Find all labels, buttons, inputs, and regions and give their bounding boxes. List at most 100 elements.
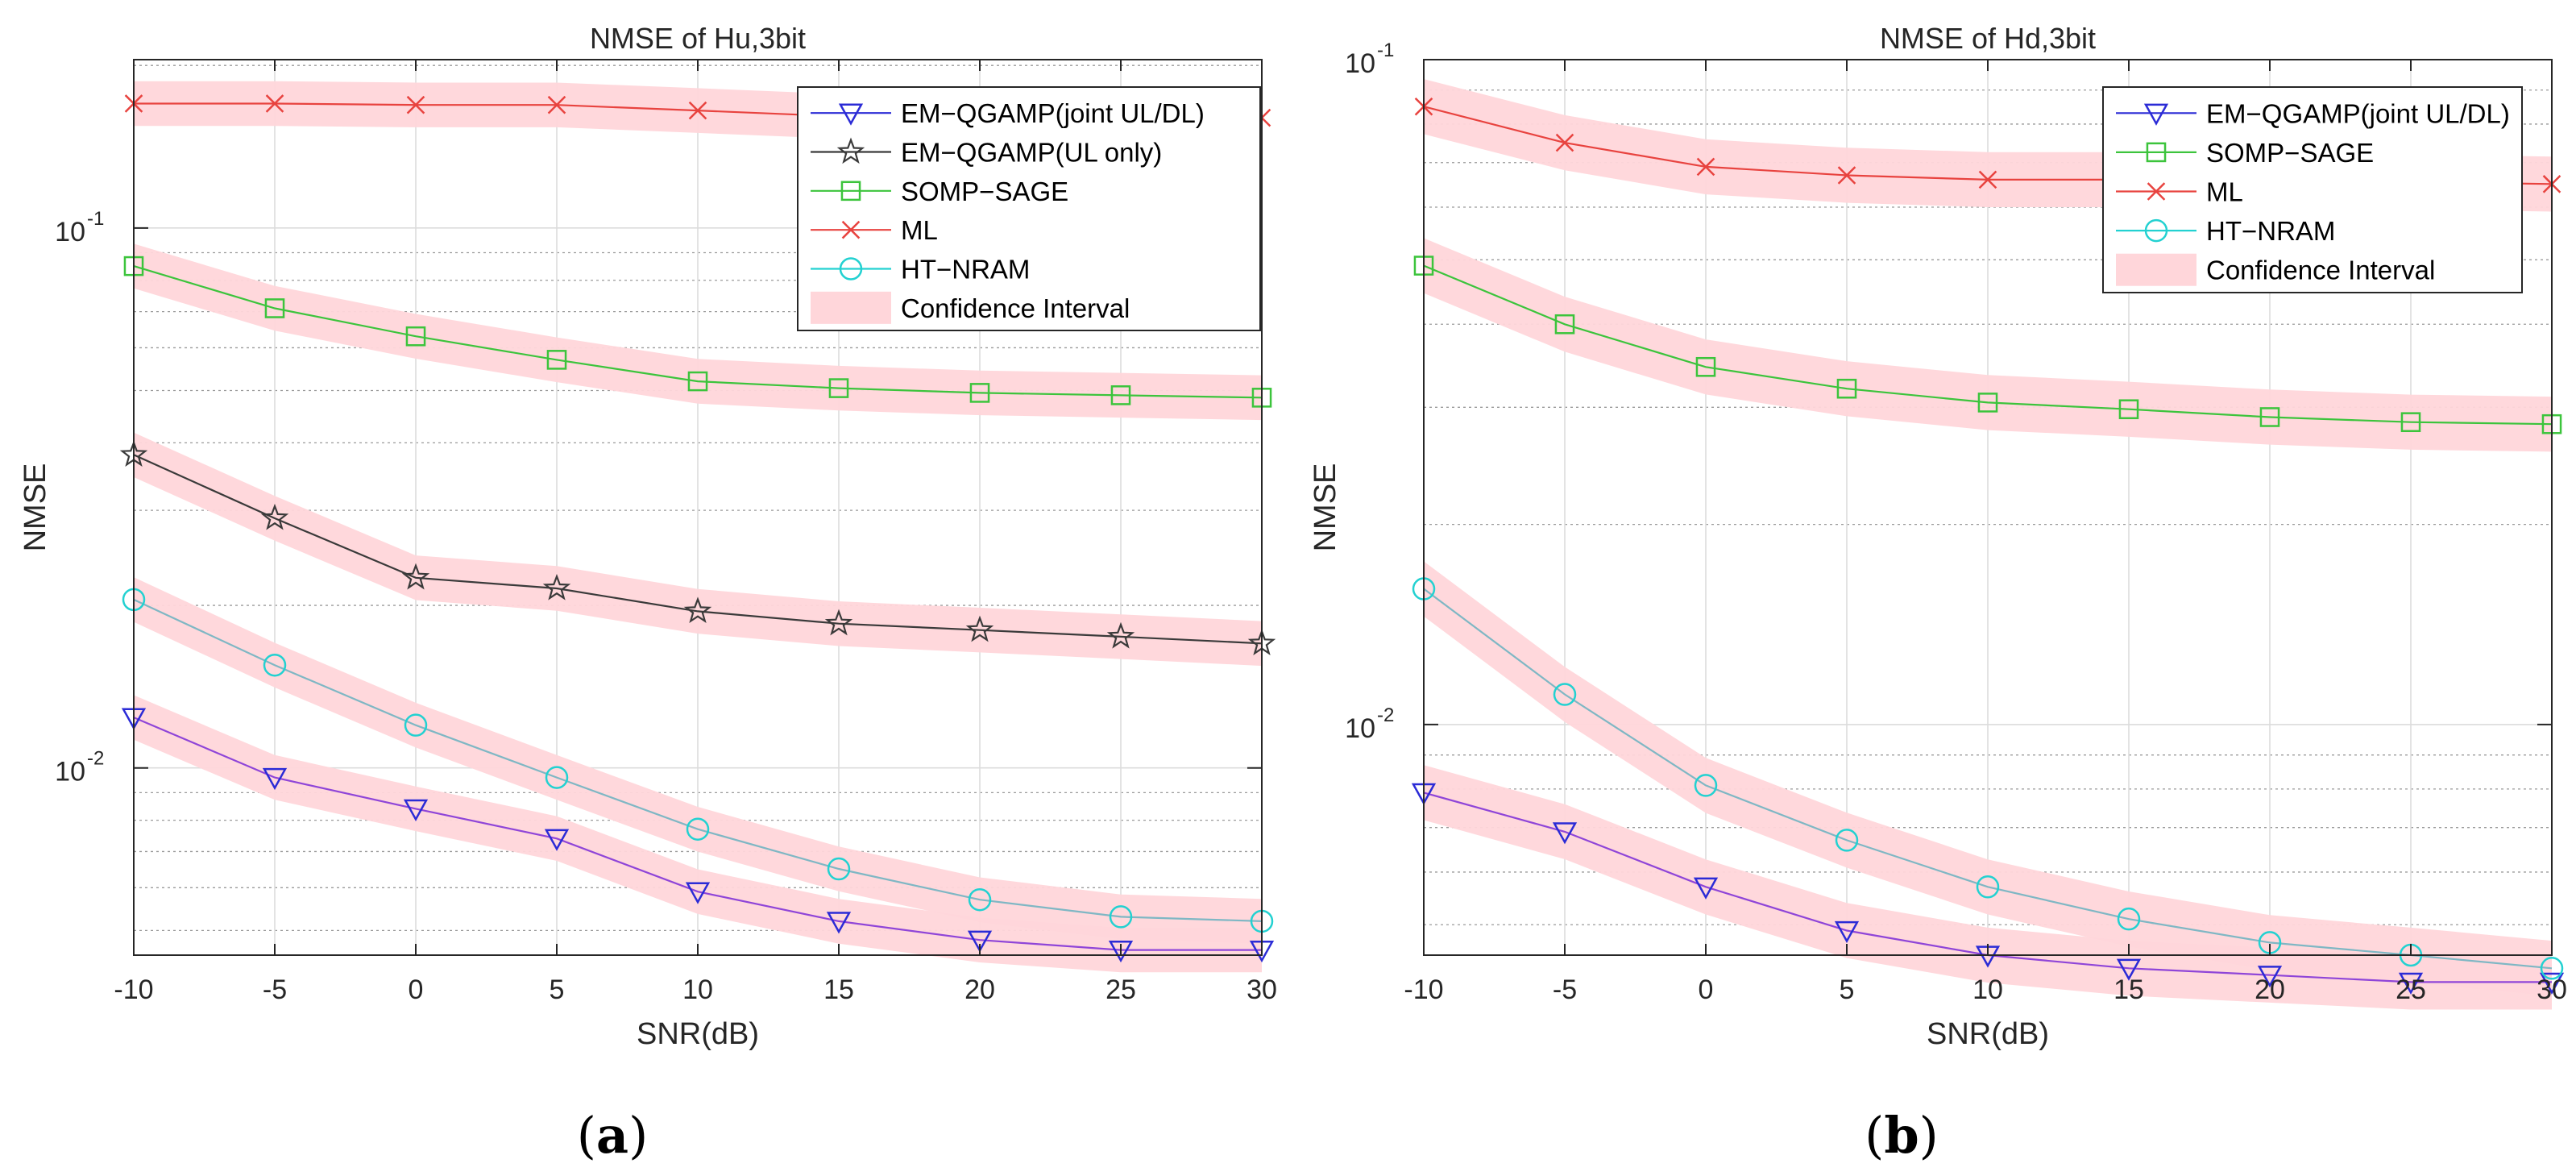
data-point-somp-sage [1977, 393, 1998, 413]
legend-item: EM−QGAMP(joint UL/DL) [2116, 98, 2510, 128]
data-point-ht-nram [263, 653, 287, 677]
data-point-somp-sage [1110, 385, 1131, 405]
series-line-ht-nram [133, 598, 1263, 922]
panel-caption: (b) [1865, 1106, 1939, 1165]
legend-label: Confidence Interval [2206, 256, 2435, 285]
confidence-band-ht-nram [1424, 561, 2552, 996]
data-point-em-qgamp-joint-ul-dl [2116, 958, 2142, 981]
data-point-ht-nram [968, 887, 992, 912]
legend-label: HT−NRAM [901, 255, 1030, 285]
y-tick-label-exponent: -2 [1377, 704, 1394, 726]
data-point-somp-sage [828, 378, 849, 398]
x-tick-label: 0 [409, 974, 424, 1005]
legend-marker [836, 137, 865, 164]
legend-label: SOMP−SAGE [2206, 138, 2374, 168]
x-tick-label: 20 [2255, 974, 2285, 1005]
legend-label: EM−QGAMP(UL only) [901, 138, 1162, 168]
data-point-ml [265, 94, 284, 113]
data-point-somp-sage [687, 371, 708, 392]
series-line-somp-sage [133, 265, 1263, 399]
data-point-em-qgamp-joint-ul-dl [544, 829, 570, 851]
confidence-band-somp-sage [1424, 238, 2552, 452]
x-tick-label: -10 [1404, 974, 1443, 1005]
data-point-em-qgamp-ul-only [1106, 621, 1135, 649]
legend-item: Confidence Interval [2116, 253, 2435, 286]
legend-item: ML [2116, 177, 2243, 207]
chart-title: NMSE of Hd,3bit [1880, 22, 2096, 55]
y-tick-label-base: 10 [55, 757, 85, 787]
legend-item: HT−NRAM [2116, 216, 2335, 246]
series-ht-nram [122, 588, 1274, 933]
data-point-ht-nram [1835, 829, 1859, 852]
x-tick-label: 5 [1840, 974, 1855, 1005]
data-point-somp-sage [264, 298, 285, 318]
legend-label: EM−QGAMP(joint UL/DL) [901, 98, 1205, 128]
legend: EM−QGAMP(joint UL/DL) SOMP−SAGE ML HT−NRAM C… [2102, 86, 2523, 293]
data-point-em-qgamp-ul-only [824, 609, 853, 636]
series-line-somp-sage [1423, 264, 2553, 426]
legend-label: ML [901, 215, 938, 245]
data-point-ht-nram [686, 817, 710, 841]
data-point-ht-nram [545, 766, 569, 789]
confidence-band-em-qgamp-ul-only [134, 432, 1262, 667]
series-em-qgamp-ul-only [119, 440, 1276, 655]
legend-marker [841, 220, 861, 239]
legend-box [797, 86, 1261, 331]
data-point-ml [406, 95, 425, 114]
data-point-ml [547, 95, 566, 114]
y-axis-label: NMSE [1309, 463, 1342, 552]
legend-item: EM−QGAMP(UL only) [811, 137, 1162, 168]
y-tick-label-exponent: -2 [87, 748, 104, 770]
x-tick-label: 20 [964, 974, 995, 1005]
data-point-ht-nram [1553, 683, 1577, 706]
legend-item: EM−QGAMP(joint UL/DL) [811, 98, 1205, 128]
data-point-em-qgamp-joint-ul-dl [1693, 877, 1719, 900]
legend-label: HT−NRAM [2206, 216, 2335, 246]
x-tick-label: 15 [2113, 974, 2144, 1005]
data-point-em-qgamp-joint-ul-dl [826, 912, 852, 934]
chart-title: NMSE of Hu,3bit [590, 22, 806, 55]
data-point-ml [1837, 166, 1856, 185]
data-point-ht-nram [2117, 907, 2141, 931]
data-point-somp-sage [2259, 407, 2280, 427]
data-point-ht-nram [2540, 957, 2564, 980]
x-axis-label: SNR(dB) [1927, 1017, 2049, 1051]
x-tick-label: 25 [1105, 974, 1136, 1005]
data-point-somp-sage [969, 383, 990, 403]
data-point-somp-sage [1554, 314, 1575, 335]
legend-label: SOMP−SAGE [901, 177, 1068, 206]
series-line-em-qgamp-joint-ul-dl [133, 717, 1262, 951]
legend-item: Confidence Interval [811, 291, 1130, 324]
data-point-em-qgamp-joint-ul-dl [1834, 920, 1860, 944]
y-tick-label-exponent: -1 [1377, 39, 1394, 61]
legend-marker [2144, 218, 2168, 243]
y-tick-label-base: 10 [1345, 48, 1375, 79]
data-point-em-qgamp-joint-ul-dl [1108, 940, 1134, 963]
data-point-ml [1978, 170, 1997, 189]
legend-marker [838, 103, 864, 126]
x-axis-label: SNR(dB) [637, 1017, 759, 1051]
data-point-ml [1555, 133, 1574, 152]
data-point-somp-sage [2400, 412, 2421, 433]
x-tick-label: 10 [682, 974, 713, 1005]
x-tick-label: 30 [2537, 974, 2567, 1005]
series-line-ht-nram [1423, 588, 2553, 970]
series-em-qgamp-joint-ul-dl [121, 708, 1275, 963]
y-axis-label: NMSE [19, 463, 52, 552]
legend-label: EM−QGAMP(joint UL/DL) [2206, 98, 2510, 128]
legend-item: SOMP−SAGE [811, 177, 1068, 206]
series-ht-nram [1412, 577, 2564, 980]
data-point-somp-sage [2118, 399, 2139, 420]
data-point-somp-sage [546, 350, 567, 370]
y-tick-label-base: 10 [1345, 713, 1375, 744]
legend-swatch [2116, 253, 2196, 286]
data-point-em-qgamp-ul-only [683, 596, 712, 624]
data-point-em-qgamp-joint-ul-dl [1552, 822, 1578, 845]
legend-swatch [811, 291, 891, 324]
y-tick-label-exponent: -1 [87, 208, 104, 230]
confidence-band-somp-sage [134, 243, 1262, 421]
data-point-em-qgamp-ul-only [401, 563, 430, 590]
data-point-em-qgamp-joint-ul-dl [2398, 972, 2424, 995]
